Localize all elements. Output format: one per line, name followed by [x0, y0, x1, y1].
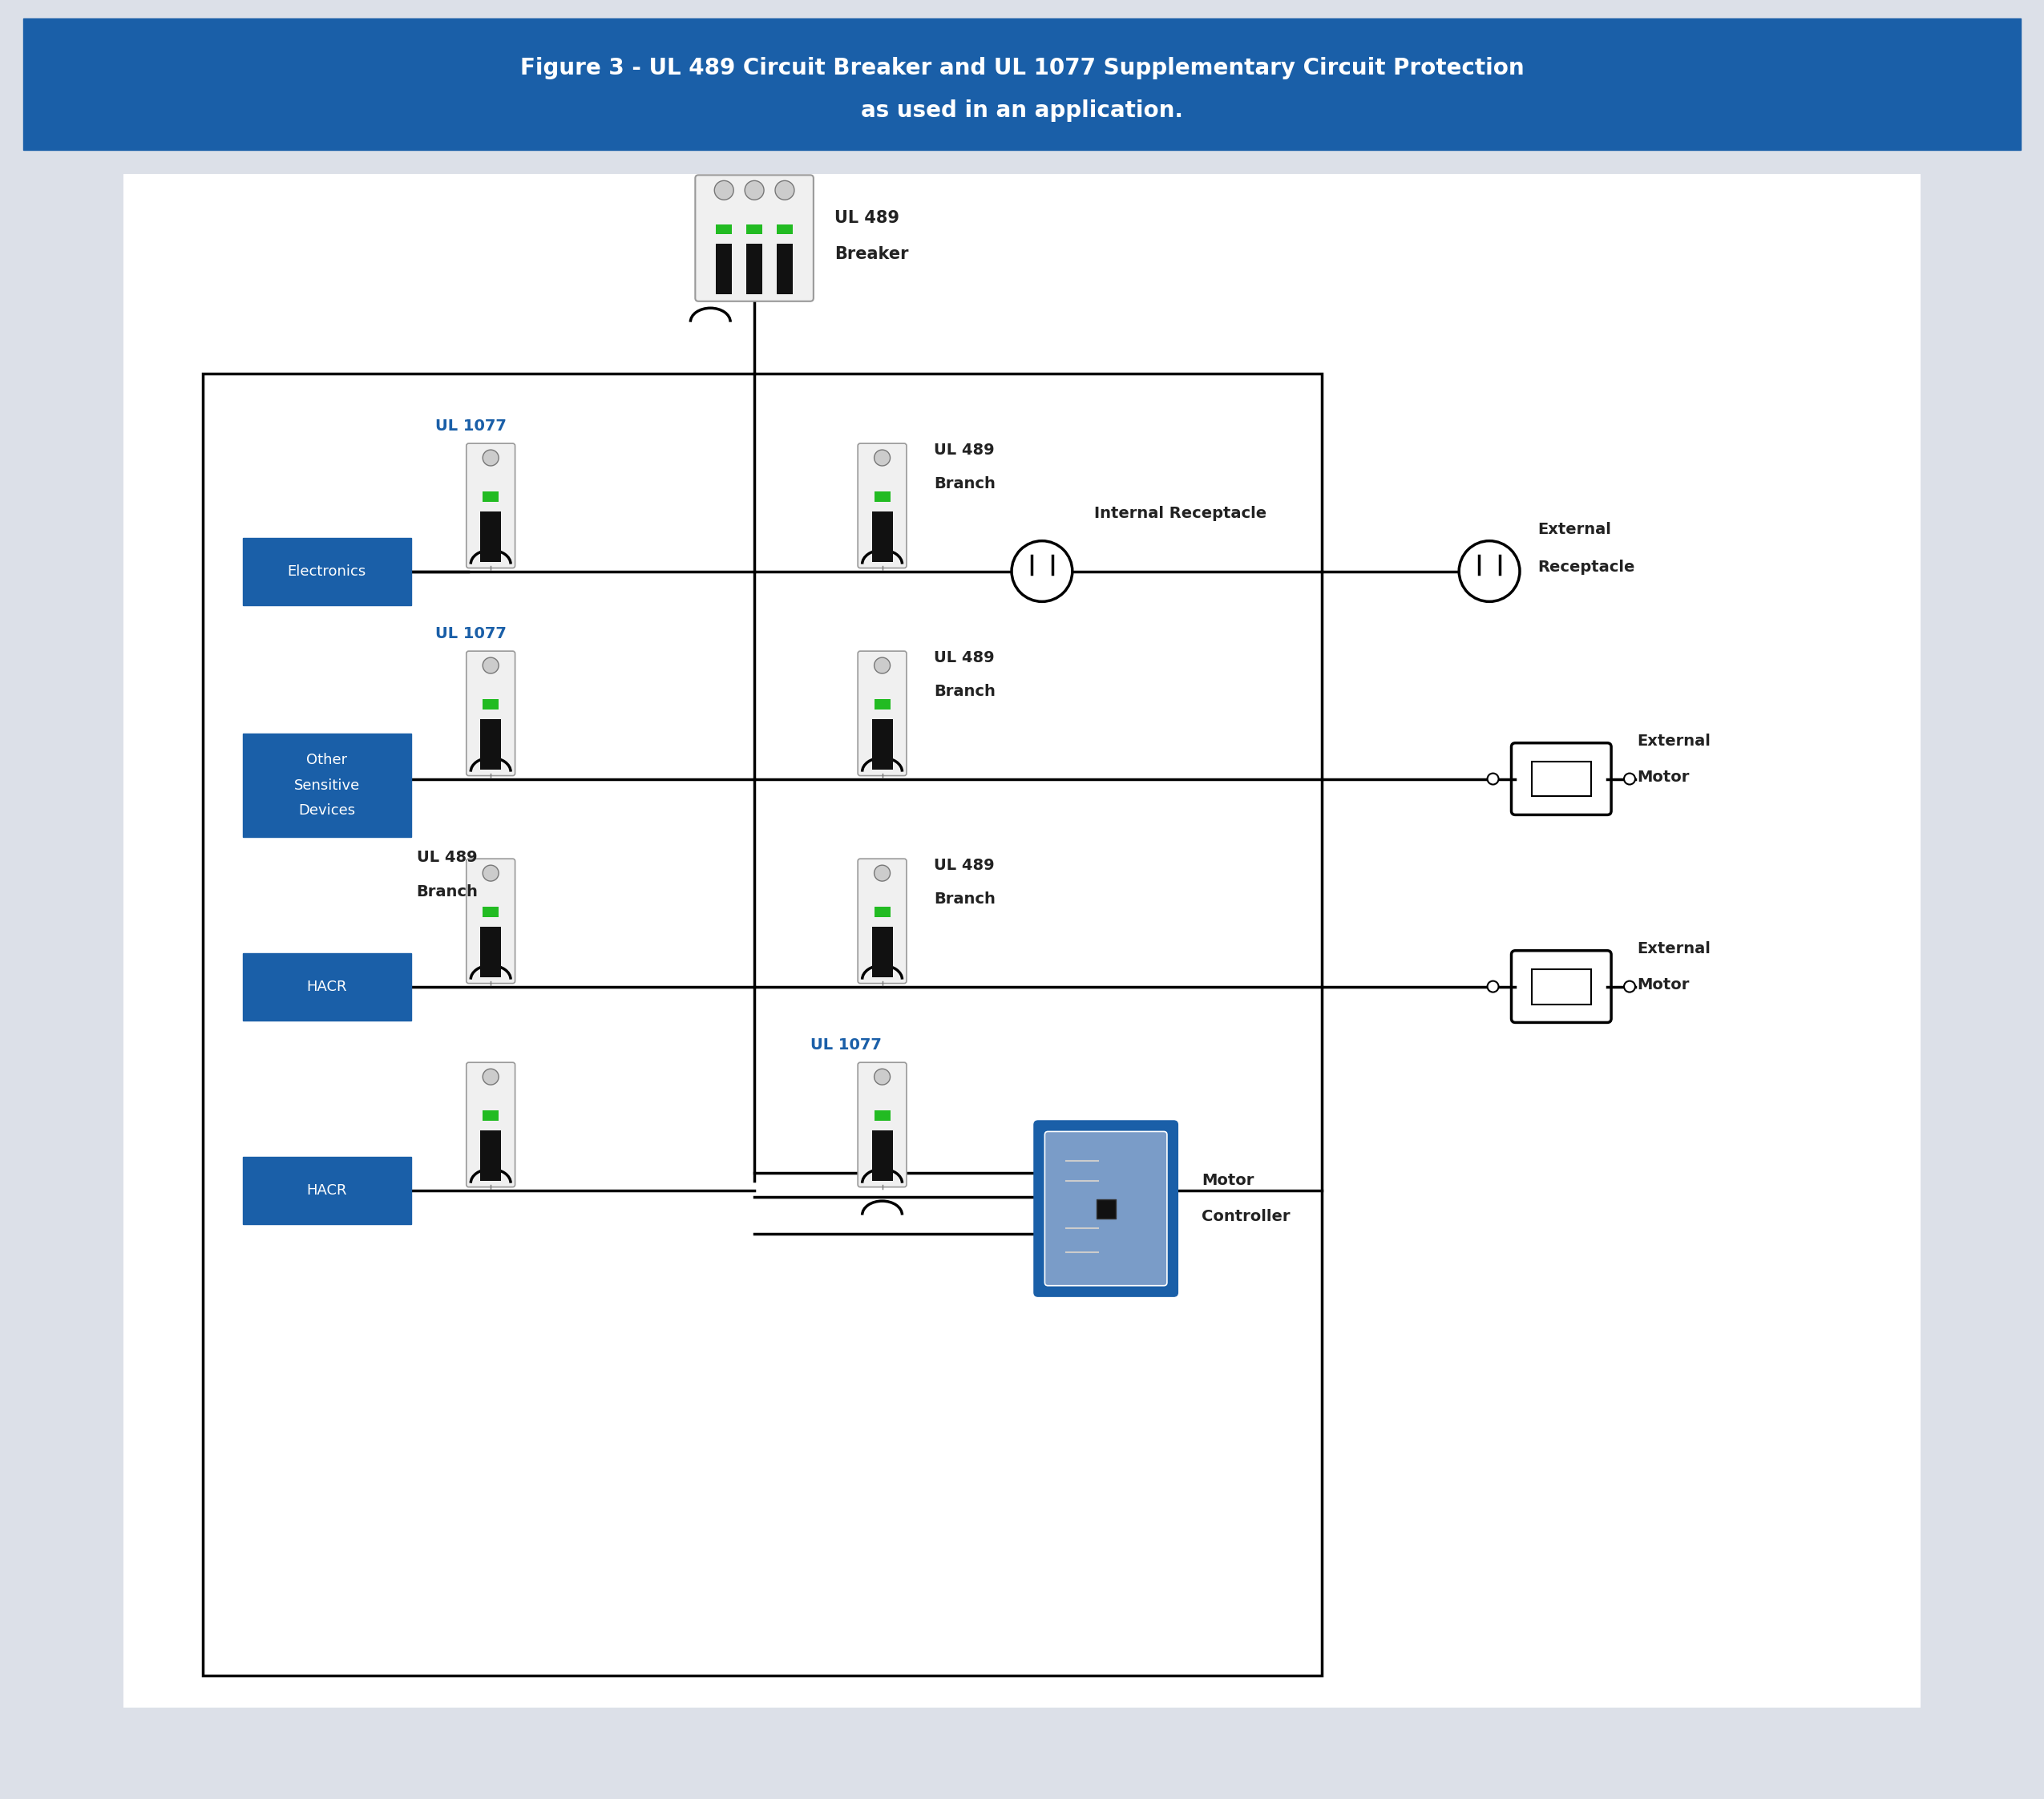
Text: External: External — [1537, 522, 1611, 538]
Circle shape — [1625, 774, 1635, 784]
Text: Branch: Branch — [415, 883, 478, 899]
Bar — [1096, 1198, 1116, 1218]
Bar — [777, 243, 793, 293]
Text: Controller: Controller — [1202, 1209, 1290, 1223]
FancyBboxPatch shape — [243, 953, 411, 1020]
FancyBboxPatch shape — [466, 651, 515, 775]
Bar — [875, 1110, 891, 1121]
Text: Devices: Devices — [298, 804, 356, 819]
Bar — [482, 491, 499, 502]
Circle shape — [1625, 980, 1635, 993]
Text: UL 489: UL 489 — [934, 443, 995, 457]
Text: Branch: Branch — [934, 892, 995, 907]
Circle shape — [1012, 541, 1073, 601]
Bar — [873, 926, 893, 977]
Text: HACR: HACR — [307, 980, 347, 995]
Circle shape — [482, 1069, 499, 1085]
Text: UL 1077: UL 1077 — [811, 1038, 881, 1052]
FancyBboxPatch shape — [243, 1157, 411, 1225]
Circle shape — [1488, 774, 1498, 784]
FancyBboxPatch shape — [1044, 1132, 1167, 1286]
Bar — [482, 907, 499, 917]
Bar — [480, 1130, 501, 1180]
Circle shape — [875, 657, 891, 673]
Text: UL 489: UL 489 — [934, 858, 995, 873]
Bar — [1531, 761, 1590, 797]
FancyBboxPatch shape — [123, 175, 1921, 1707]
Circle shape — [875, 865, 891, 882]
Text: Branch: Branch — [934, 477, 995, 491]
FancyBboxPatch shape — [858, 443, 908, 568]
Circle shape — [875, 450, 891, 466]
FancyBboxPatch shape — [695, 175, 814, 300]
Text: HACR: HACR — [307, 1184, 347, 1198]
Text: UL 489: UL 489 — [417, 849, 476, 865]
Circle shape — [715, 180, 734, 200]
Text: Motor: Motor — [1637, 977, 1690, 993]
Text: UL 489: UL 489 — [934, 649, 995, 666]
FancyBboxPatch shape — [243, 734, 411, 837]
FancyBboxPatch shape — [466, 1063, 515, 1187]
Text: Figure 3 - UL 489 Circuit Breaker and UL 1077 Supplementary Circuit Protection: Figure 3 - UL 489 Circuit Breaker and UL… — [519, 58, 1525, 79]
FancyBboxPatch shape — [1511, 950, 1611, 1022]
Circle shape — [744, 180, 764, 200]
FancyBboxPatch shape — [858, 1063, 908, 1187]
Text: UL 489: UL 489 — [834, 210, 899, 227]
FancyBboxPatch shape — [466, 443, 515, 568]
FancyBboxPatch shape — [858, 858, 908, 984]
Text: Branch: Branch — [934, 684, 995, 700]
Text: Motor: Motor — [1202, 1173, 1255, 1189]
Text: External: External — [1637, 734, 1711, 748]
Bar — [875, 907, 891, 917]
Bar — [482, 700, 499, 709]
Bar — [875, 700, 891, 709]
Text: Sensitive: Sensitive — [294, 779, 360, 793]
Circle shape — [482, 657, 499, 673]
Bar — [480, 926, 501, 977]
Bar — [715, 225, 732, 234]
Circle shape — [482, 450, 499, 466]
Bar — [746, 225, 762, 234]
FancyBboxPatch shape — [202, 374, 1322, 1677]
Circle shape — [1488, 980, 1498, 993]
Bar — [1531, 970, 1590, 1004]
Bar — [875, 491, 891, 502]
FancyBboxPatch shape — [1034, 1121, 1177, 1297]
FancyBboxPatch shape — [466, 858, 515, 984]
Bar — [482, 1110, 499, 1121]
Text: Breaker: Breaker — [834, 246, 908, 263]
Text: Motor: Motor — [1637, 770, 1690, 784]
Circle shape — [482, 865, 499, 882]
Bar — [480, 511, 501, 561]
FancyBboxPatch shape — [243, 538, 411, 606]
Bar — [746, 243, 762, 293]
Text: Electronics: Electronics — [288, 565, 366, 579]
FancyBboxPatch shape — [1511, 743, 1611, 815]
Bar — [715, 243, 732, 293]
Bar — [777, 225, 793, 234]
FancyBboxPatch shape — [22, 18, 2022, 151]
Circle shape — [1459, 541, 1521, 601]
Bar — [873, 1130, 893, 1180]
FancyBboxPatch shape — [858, 651, 908, 775]
Text: External: External — [1637, 941, 1711, 957]
Text: UL 1077: UL 1077 — [435, 626, 507, 640]
Circle shape — [775, 180, 795, 200]
Bar — [480, 720, 501, 770]
Circle shape — [875, 1069, 891, 1085]
Bar — [873, 720, 893, 770]
Bar — [873, 511, 893, 561]
Text: Other: Other — [307, 752, 347, 766]
Text: Internal Receptacle: Internal Receptacle — [1094, 506, 1267, 522]
Text: Receptacle: Receptacle — [1537, 559, 1635, 576]
Text: as used in an application.: as used in an application. — [861, 99, 1183, 122]
Text: UL 1077: UL 1077 — [435, 417, 507, 434]
